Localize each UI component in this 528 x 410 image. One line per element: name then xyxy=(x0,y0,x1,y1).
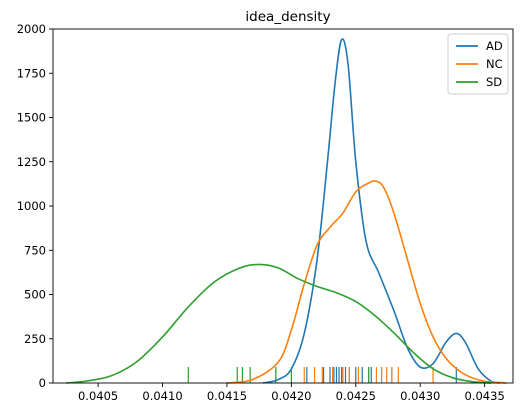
x-tick-label: 0.0410 xyxy=(142,389,182,403)
y-tick-label: 1750 xyxy=(17,66,46,80)
y-tick-label: 0 xyxy=(39,376,46,390)
x-tick-label: 0.0435 xyxy=(465,389,505,403)
y-tick-label: 1250 xyxy=(17,155,46,169)
density-line-sd xyxy=(65,263,492,384)
y-tick-label: 1500 xyxy=(17,111,46,125)
density-line-nc xyxy=(226,180,507,384)
x-tick-label: 0.0430 xyxy=(400,389,440,403)
y-tick-label: 1000 xyxy=(17,199,46,213)
axes: 0.0405 0.0410 0.0415 0.0420 0.0425 0.0430 0.04… xyxy=(17,22,514,403)
y-tick-label: 750 xyxy=(24,243,46,257)
chart-title: idea_density xyxy=(245,9,330,25)
legend-label-ad: AD xyxy=(486,39,503,53)
density-line-ad xyxy=(262,38,501,384)
y-tick-label: 500 xyxy=(24,288,46,302)
x-tick-label: 0.0420 xyxy=(271,389,311,403)
legend-label-sd: SD xyxy=(486,75,502,89)
plot-area xyxy=(65,38,507,384)
axes-frame xyxy=(52,28,514,384)
legend: AD NC SD xyxy=(447,33,509,95)
x-tick-label: 0.0415 xyxy=(207,389,247,403)
y-tick-label: 2000 xyxy=(17,22,46,36)
x-tick-label: 0.0405 xyxy=(78,389,118,403)
legend-label-nc: NC xyxy=(486,57,503,71)
y-tick-label: 250 xyxy=(24,332,46,346)
x-tick-label: 0.0425 xyxy=(336,389,376,403)
